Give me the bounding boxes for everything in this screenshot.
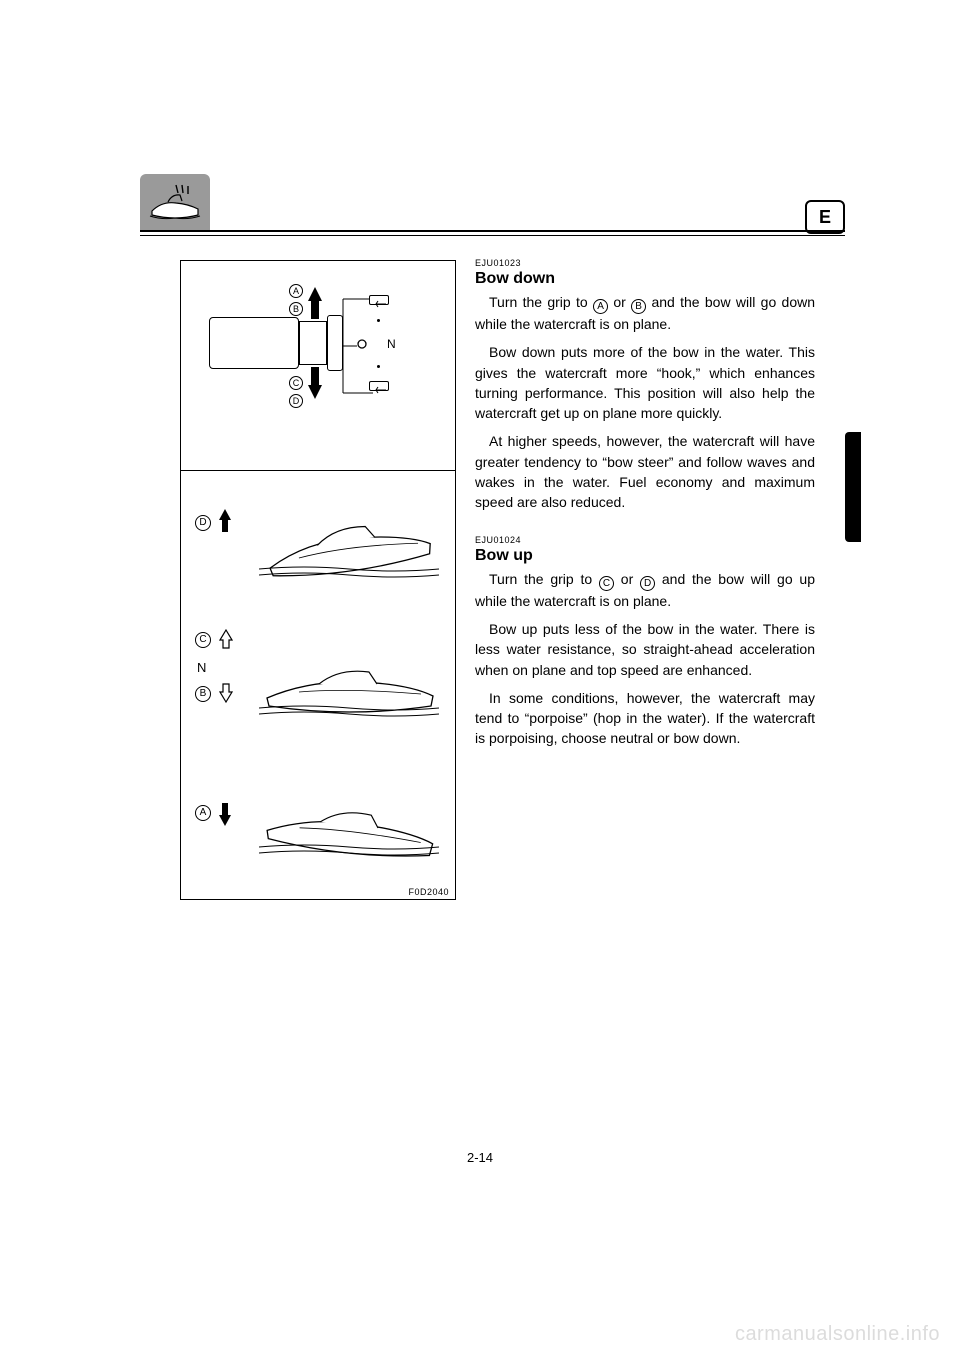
- label-A: A: [289, 281, 303, 298]
- bow-down-para-2: At higher speeds, however, the watercraf…: [475, 431, 815, 512]
- indicator-bottom: [369, 381, 389, 391]
- attitude-row-A-left: A: [195, 805, 245, 948]
- neutral-label: N: [387, 337, 396, 351]
- attitude-B-label: B: [195, 686, 211, 702]
- attitude-C-label: C: [195, 632, 211, 648]
- indicator-dot-1: [377, 319, 380, 322]
- watermark: carmanualsonline.info: [735, 1323, 940, 1346]
- arrow-down-head: [308, 385, 322, 399]
- language-badge-text: E: [819, 207, 831, 228]
- figure-attitudes: D C: [181, 471, 455, 901]
- indicator-dot-2: [377, 365, 380, 368]
- watercraft-icon: [148, 181, 202, 223]
- arrow-up-stem: [311, 299, 319, 319]
- arrow-down-stem: [311, 367, 319, 387]
- arrow-up-hollow: [219, 628, 233, 655]
- heading-bow-up: Bow up: [475, 547, 815, 565]
- ref-C-inline: C: [599, 576, 614, 591]
- thumb-tab: [845, 432, 861, 542]
- language-badge: E: [805, 200, 845, 234]
- page-number: 2-14: [0, 1150, 960, 1165]
- grip-body: [209, 317, 299, 369]
- arrow-up-head: [308, 287, 322, 301]
- figure-box: A B C D N: [180, 260, 456, 900]
- refcode-1: EJU01023: [475, 258, 815, 268]
- ref-B-inline: B: [631, 299, 646, 314]
- attitude-D-label: D: [195, 515, 211, 531]
- arrow-down-hollow: [219, 682, 233, 709]
- page: E A B C D: [0, 0, 960, 1358]
- attitude-A-label: A: [195, 805, 211, 821]
- header-rule-thin: [140, 235, 845, 236]
- attitude-row-neutral-left: C N B: [195, 632, 245, 775]
- craft-neutral: [259, 638, 439, 728]
- label-D: D: [289, 391, 303, 408]
- text-column: EJU01023 Bow down Turn the grip to A or …: [475, 258, 815, 757]
- label-B: B: [289, 299, 303, 316]
- grip-barrel: [299, 321, 327, 365]
- attitude-N-label: N: [197, 660, 206, 675]
- figure-grip-diagram: A B C D N: [181, 261, 455, 471]
- refcode-2: EJU01024: [475, 535, 815, 545]
- label-C: C: [289, 373, 303, 390]
- attitude-row-neutral: C N B: [181, 614, 455, 757]
- bow-up-para-1: Bow up puts less of the bow in the water…: [475, 619, 815, 680]
- ref-D-inline: D: [640, 576, 655, 591]
- bow-down-lead: Turn the grip to A or B and the bow will…: [475, 292, 815, 334]
- attitude-row-D: D: [181, 471, 455, 614]
- figure-code: F0D2040: [408, 887, 449, 897]
- indicator-neutral-ring: [355, 337, 369, 351]
- indicator-top: [369, 295, 389, 305]
- bow-down-para-1: Bow down puts more of the bow in the wat…: [475, 342, 815, 423]
- section-icon-box: [140, 174, 210, 230]
- craft-bow-up: [259, 495, 439, 585]
- arrow-down-solid: [219, 803, 231, 826]
- arrow-up-solid: [219, 509, 231, 532]
- craft-bow-down: [259, 781, 439, 871]
- ref-A-inline: A: [593, 299, 608, 314]
- attitude-row-A: A: [181, 757, 455, 900]
- heading-bow-down: Bow down: [475, 270, 815, 288]
- header-rule-thick: [140, 230, 845, 232]
- bow-up-lead: Turn the grip to C or D and the bow will…: [475, 569, 815, 611]
- bow-up-para-2: In some conditions, however, the water­c…: [475, 688, 815, 749]
